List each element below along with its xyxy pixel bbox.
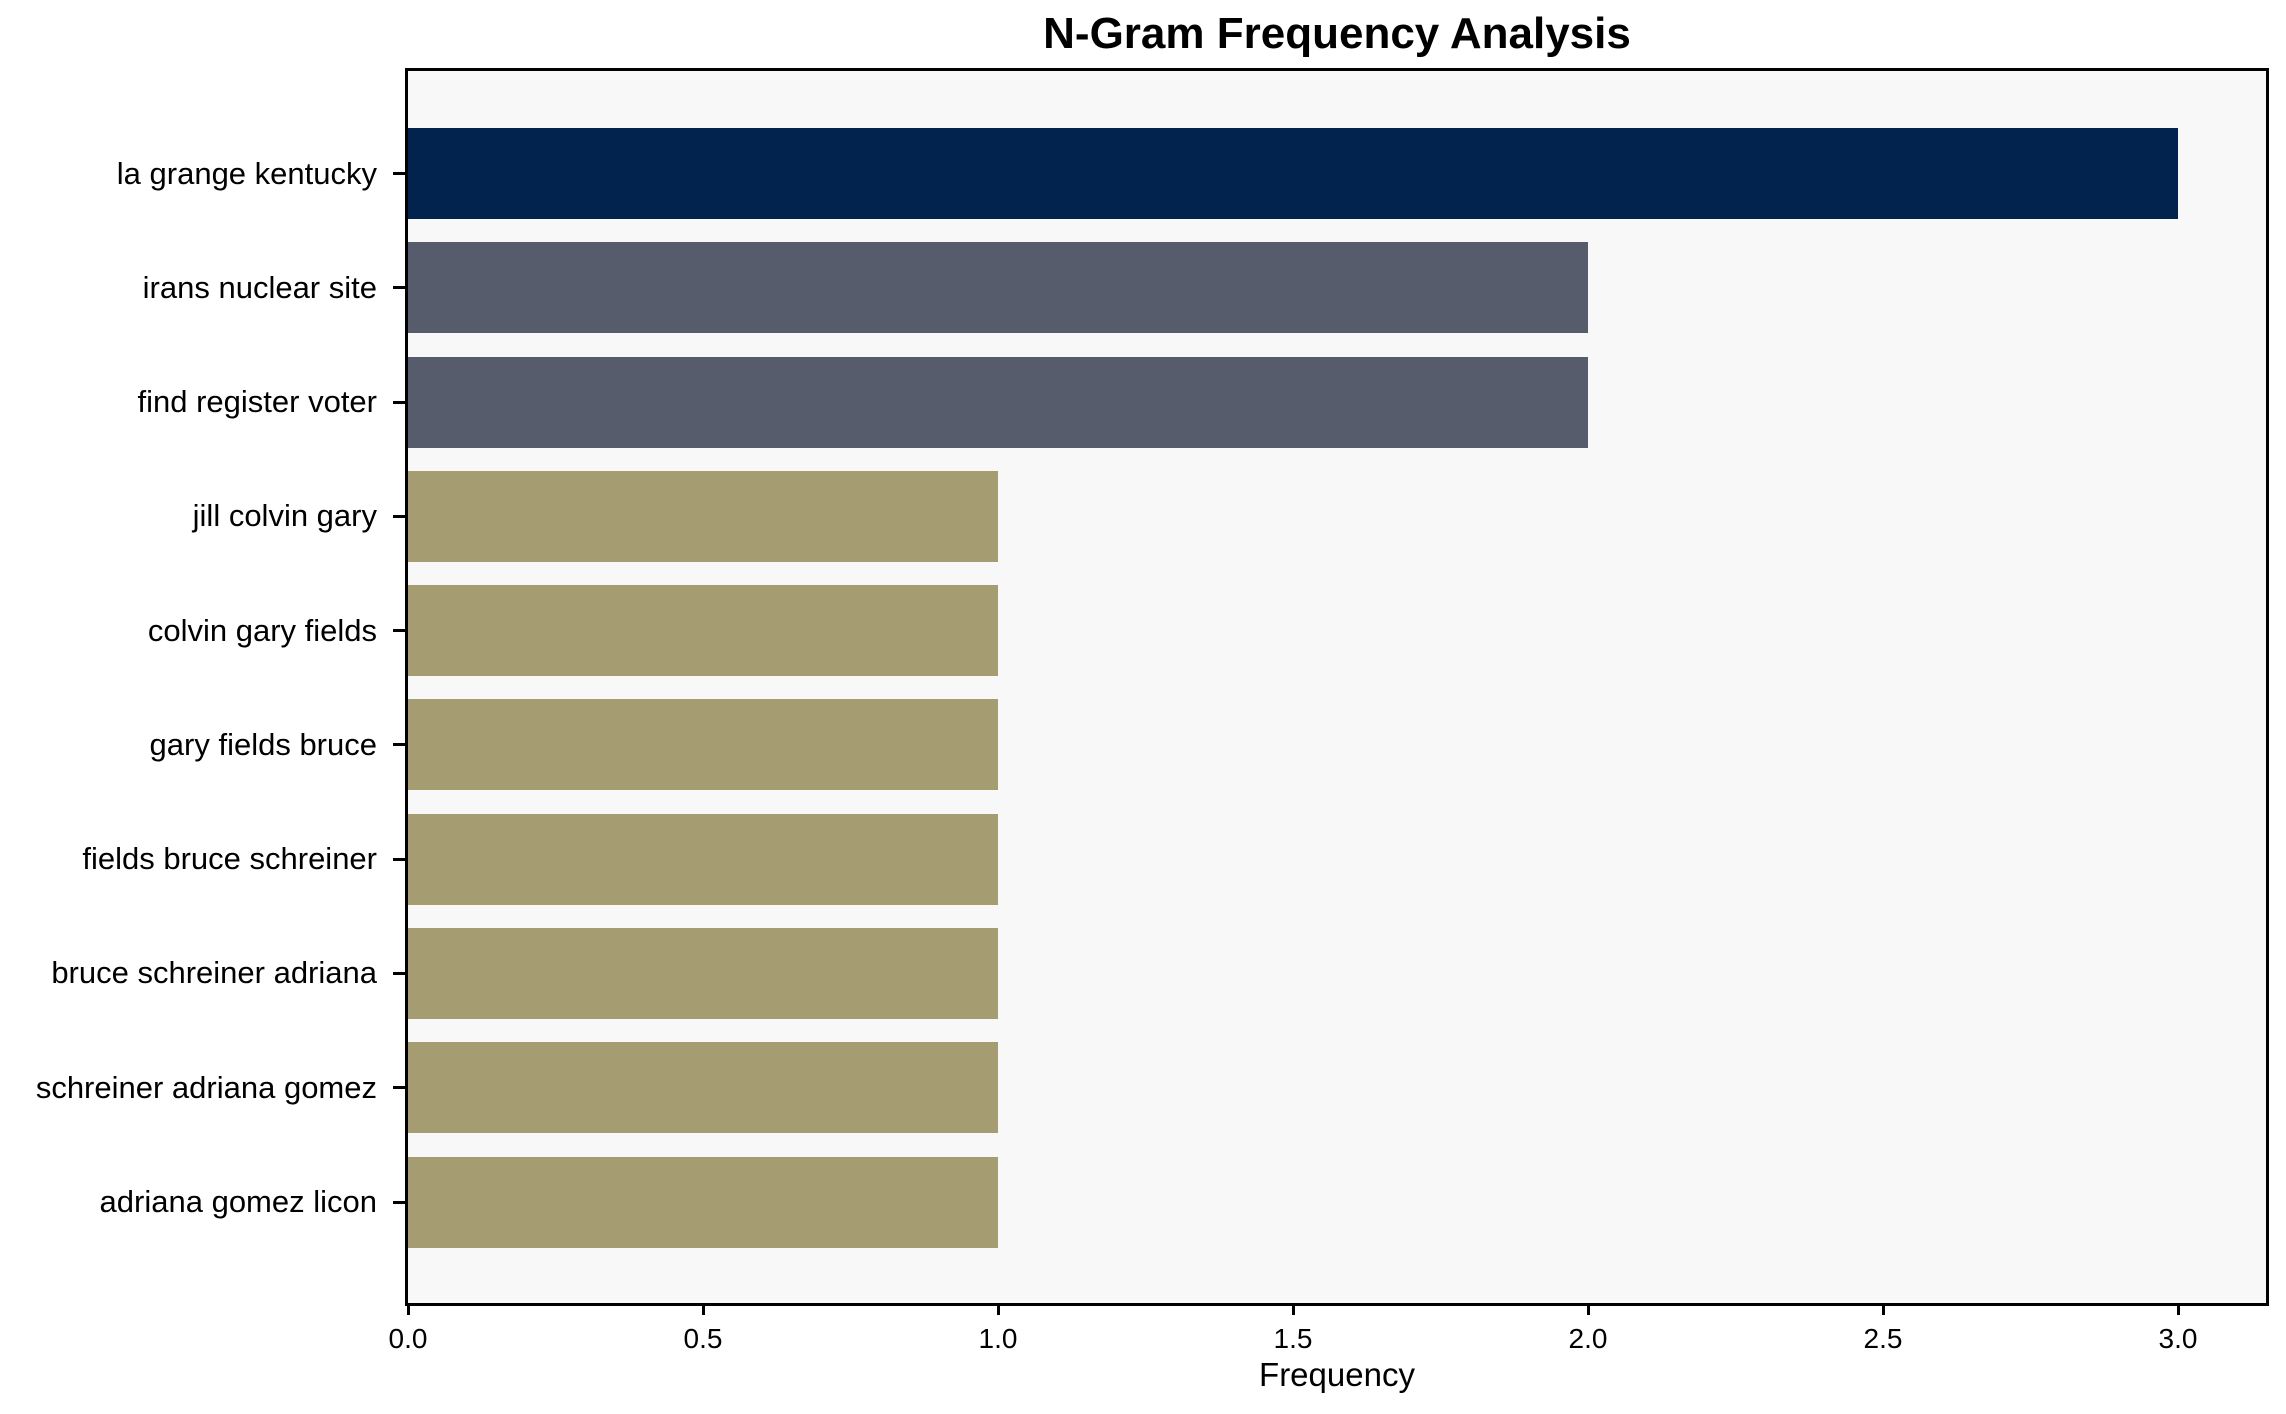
y-tick-label: adriana gomez licon [99,1184,377,1220]
plot-area: la grange kentucky irans nuclear site find… [36,68,2269,1354]
bar-schreiner-adriana-gomez [408,1042,998,1134]
y-tick [393,286,405,290]
x-tick [2176,1303,2180,1315]
x-tick [406,1303,410,1315]
x-tick [1291,1303,1295,1315]
x-axis-label: Frequency [1259,1356,1415,1393]
bar-find-register-voter [408,356,1588,448]
x-tick-label: 3.0 [2158,1323,2198,1354]
x-tick [1586,1303,1590,1315]
bar-fields-bruce-schreiner [408,813,998,905]
bar-colvin-gary-fields [408,585,998,677]
y-tick-label: gary fields bruce [149,726,377,762]
y-tick [393,1086,405,1090]
x-tick-label: 0.0 [388,1323,428,1354]
y-tick-label: fields bruce schreiner [82,841,377,877]
x-tick [701,1303,705,1315]
y-tick-label: schreiner adriana gomez [35,1069,377,1105]
bar-la-grange-kentucky [408,128,2178,219]
x-tick-label: 1.0 [978,1323,1018,1354]
bar-gary-fields-bruce [408,699,998,791]
y-tick [393,1200,405,1204]
y-tick-label: bruce schreiner adriana [51,955,377,991]
y-tick [393,172,405,175]
x-tick-label: 2.5 [1863,1323,1903,1354]
y-tick [393,629,405,633]
y-tick-label: find register voter [137,384,378,420]
y-tick-label: colvin gary fields [147,612,377,648]
bar-jill-colvin-gary [408,470,998,562]
x-tick-label: 0.5 [683,1323,723,1354]
bar-adriana-gomez-licon [408,1156,998,1248]
y-tick-label: irans nuclear site [142,269,377,305]
bar-bruce-schreiner-adriana [408,927,998,1019]
y-tick [393,971,405,975]
x-tick [996,1303,1000,1315]
x-tick-label: 2.0 [1568,1323,1608,1354]
y-tick [393,743,405,747]
y-tick-label: jill colvin gary [192,498,377,534]
y-tick [393,514,405,518]
chart-title: N-Gram Frequency Analysis [1043,9,1631,58]
y-tick-label: la grange kentucky [116,155,377,191]
x-tick-label: 1.5 [1273,1323,1313,1354]
bar-irans-nuclear-site [408,242,1588,334]
y-tick [393,857,405,861]
x-tick [1881,1303,1885,1315]
y-tick [393,400,405,404]
